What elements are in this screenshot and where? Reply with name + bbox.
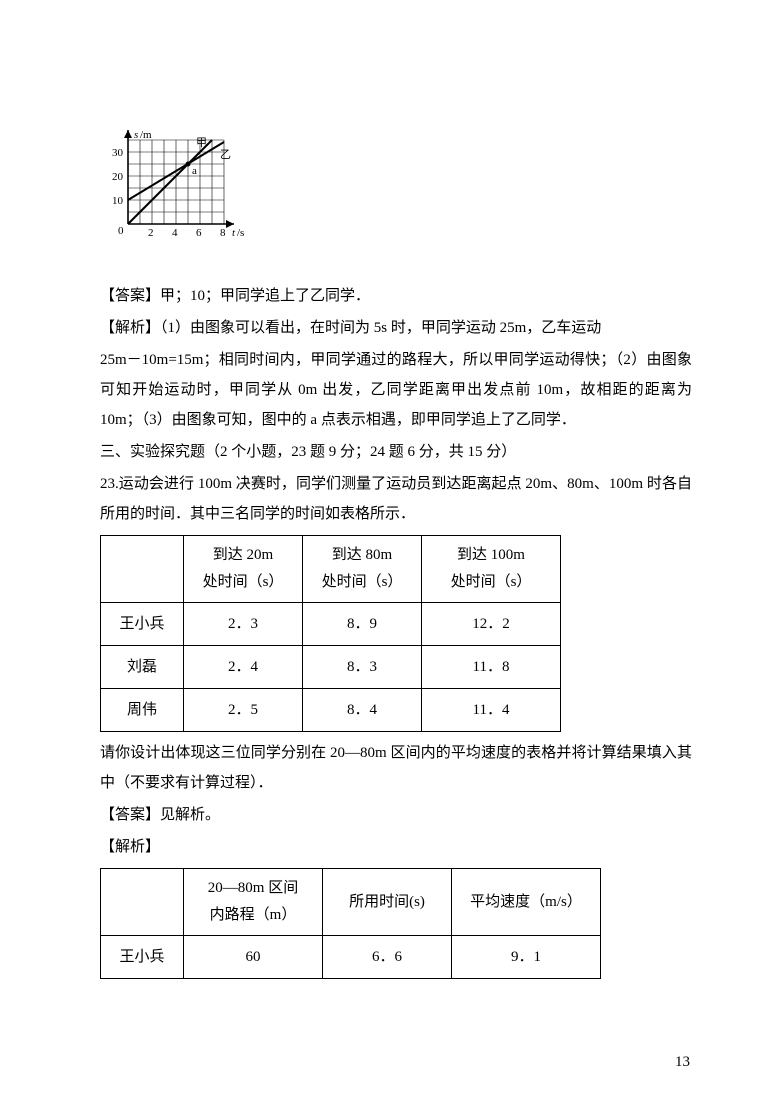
table-cell: 11．4 [422,689,561,732]
table-row: 周伟 2．5 8．4 11．4 [101,689,561,732]
explain-text-1: （1）由图象可以看出，在时间为 5s 时，甲同学运动 25m，乙车运动 [160,320,601,336]
table-row: 王小兵 2．3 8．9 12．2 [101,603,561,646]
table-header-cell: 到达 20m 处时间（s） [184,536,303,603]
svg-text:2: 2 [148,227,154,239]
table-1: 到达 20m 处时间（s） 到达 80m 处时间（s） 到达 100m 处时间（… [100,535,561,732]
answer-label: 【答案】 [100,807,160,823]
svg-text:s: s [134,130,138,141]
svg-text:10: 10 [112,195,124,207]
table-cell: 8．4 [303,689,422,732]
table-header-cell: 平均速度（m/s） [452,869,601,936]
answer-text: 甲；10；甲同学追上了乙同学． [160,288,370,304]
table-cell: 12．2 [422,603,561,646]
table-cell: 2．4 [184,646,303,689]
table-cell: 周伟 [101,689,184,732]
answer2-text: 见解析。 [160,807,220,823]
table-cell: 60 [184,936,323,979]
table-cell: 刘磊 [101,646,184,689]
explain-line-1: 【解析】（1）由图象可以看出，在时间为 5s 时，甲同学运动 25m，乙车运动 [100,313,692,343]
table-cell: 9．1 [452,936,601,979]
table-row: 刘磊 2．4 8．3 11．8 [101,646,561,689]
table-header-cell [101,869,184,936]
q23-text-2: 请你设计出体现这三位同学分别在 20—80m 区间内的平均速度的表格并将计算结果… [100,738,692,798]
page-content: s /m t /s 30 20 10 0 2 4 6 8 甲 乙 a 【答案】甲… [0,0,782,1025]
table-2: 20—80m 区间 内路程（m） 所用时间(s) 平均速度（m/s） 王小兵 6… [100,868,601,979]
table-cell: 2．3 [184,603,303,646]
answer-label: 【答案】 [100,288,160,304]
answer2-line: 【答案】见解析。 [100,800,692,830]
table-cell: 11．8 [422,646,561,689]
svg-text:甲: 甲 [196,137,207,149]
line-chart: s /m t /s 30 20 10 0 2 4 6 8 甲 乙 a [100,130,260,260]
table-header-cell [101,536,184,603]
explain-line-2: 25m－10m=15m；相同时间内，甲同学通过的路程大，所以甲同学运动得快；（2… [100,345,692,435]
table-row: 王小兵 60 6．6 9．1 [101,936,601,979]
svg-text:20: 20 [112,171,124,183]
table-cell: 6．6 [323,936,452,979]
table-header-cell: 到达 100m 处时间（s） [422,536,561,603]
section-3-title: 三、实验探究题（2 个小题，23 题 9 分；24 题 6 分，共 15 分） [100,437,692,467]
explain2-label: 【解析】 [100,832,692,862]
svg-text:30: 30 [112,147,124,159]
explain-label: 【解析】 [100,320,160,336]
svg-text:8: 8 [220,227,226,239]
table-row: 20—80m 区间 内路程（m） 所用时间(s) 平均速度（m/s） [101,869,601,936]
chart-figure: s /m t /s 30 20 10 0 2 4 6 8 甲 乙 a [100,130,692,271]
svg-text:0: 0 [118,225,124,237]
table-cell: 2．5 [184,689,303,732]
svg-text:a: a [192,165,197,177]
page-number: 13 [675,1054,690,1071]
answer-line: 【答案】甲；10；甲同学追上了乙同学． [100,281,692,311]
table-cell: 王小兵 [101,936,184,979]
svg-text:/s: /s [237,227,244,239]
table-row: 到达 20m 处时间（s） 到达 80m 处时间（s） 到达 100m 处时间（… [101,536,561,603]
svg-text:6: 6 [196,227,202,239]
table-cell: 8．3 [303,646,422,689]
svg-text:4: 4 [172,227,178,239]
table-header-cell: 到达 80m 处时间（s） [303,536,422,603]
svg-text:/m: /m [140,130,152,141]
table-header-cell: 所用时间(s) [323,869,452,936]
table-cell: 8．9 [303,603,422,646]
q23-text-1: 23.运动会进行 100m 决赛时，同学们测量了运动员到达距离起点 20m、80… [100,469,692,529]
table-cell: 王小兵 [101,603,184,646]
table-header-cell: 20—80m 区间 内路程（m） [184,869,323,936]
svg-text:乙: 乙 [220,148,231,161]
